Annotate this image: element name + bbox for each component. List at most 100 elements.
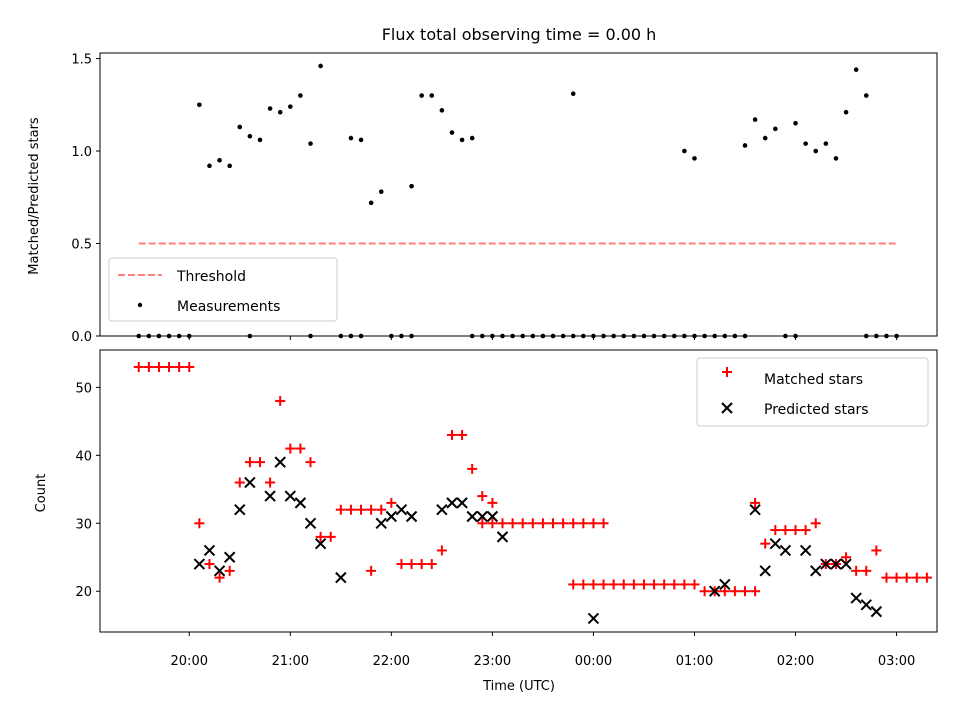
measurements-legend-label: Measurements: [177, 299, 280, 315]
measurement-point: [682, 148, 687, 154]
predicted-star-point: [284, 490, 297, 502]
measurement-point: [267, 106, 273, 111]
matched-star-point: [548, 518, 559, 529]
top-chart-title: Flux total observing time = 0.00 h: [382, 25, 657, 44]
matched-star-point: [729, 586, 740, 597]
matched-star-point: [669, 579, 680, 590]
matched-star-point: [416, 559, 427, 570]
matched-star-point: [568, 579, 579, 590]
matched-star-point: [224, 565, 235, 576]
matched-star-point: [325, 531, 336, 542]
matched-star-point: [275, 395, 286, 406]
matched-star-point: [143, 361, 154, 372]
measurement-point: [378, 189, 384, 195]
matched-star-point: [588, 579, 599, 590]
bottom-y-tick-label: 30: [75, 517, 92, 532]
predicted-star-point: [193, 558, 206, 570]
matched-star-point: [214, 572, 225, 583]
matched-star-point: [457, 429, 468, 440]
matched-star-point: [265, 477, 276, 488]
matched-star-point: [760, 538, 771, 549]
matched-star-point: [527, 518, 538, 529]
predicted-star-point: [810, 565, 822, 577]
matched-star-point: [881, 572, 892, 583]
matched-star-point: [841, 552, 852, 563]
x-tick-label: 22:00: [373, 654, 410, 669]
matched-star-point: [386, 497, 397, 508]
measurement-point: [853, 67, 859, 72]
measurement-point: [843, 109, 849, 115]
predicted-star-point: [799, 544, 812, 557]
measurement-point: [762, 135, 768, 141]
predicted-star-point: [304, 517, 317, 529]
measurement-point: [692, 156, 697, 161]
bottom-axes-frame: [99, 349, 938, 633]
predicted-star-point: [719, 578, 731, 591]
matched-star-point: [770, 525, 781, 536]
matched-star-point: [345, 504, 356, 515]
measurement-point: [348, 135, 354, 141]
measurement-point: [318, 63, 323, 69]
predicted-star-point: [375, 517, 387, 529]
matched-star-point: [790, 525, 801, 536]
predicted-star-point: [769, 537, 782, 550]
predicted-star-point: [294, 497, 307, 509]
matched-star-point: [750, 497, 761, 508]
matched-star-point: [295, 443, 306, 454]
predicted-star-point: [850, 592, 862, 604]
matched-star-point: [153, 361, 164, 372]
predicted-star-point: [395, 503, 408, 516]
matched-star-point: [356, 504, 367, 515]
measurement-point: [793, 120, 798, 126]
x-tick-label: 02:00: [777, 654, 814, 669]
predicted-star-point: [456, 497, 468, 509]
matched-star-point: [861, 565, 872, 576]
measurement-point: [833, 156, 839, 161]
top-panel: Flux total observing time = 0.00 h Match…: [27, 25, 938, 345]
matched-star-point: [477, 491, 488, 502]
matched-star-point: [558, 518, 569, 529]
matched-star-point: [497, 518, 508, 529]
predicted-star-point: [446, 497, 458, 509]
measurement-point: [752, 117, 758, 122]
measurement-point: [217, 157, 222, 163]
predicted-star-point: [274, 456, 286, 468]
matched-star-point: [133, 361, 144, 372]
bottom-y-tick-label: 50: [75, 381, 92, 396]
predicted-star-point: [234, 503, 246, 516]
matched-star-point: [740, 586, 751, 597]
matched-legend-label: Matched stars: [764, 372, 863, 388]
bottom-panel: Count Time (UTC) 20 30 40 50 20:00 21:00 22:00…: [34, 349, 938, 694]
measurement-point: [823, 141, 829, 146]
matched-star-point: [568, 518, 579, 529]
measurement-point: [207, 163, 212, 169]
measurement-point: [409, 183, 414, 189]
predicted-star-point: [213, 565, 226, 577]
x-tick-label: 20:00: [171, 654, 208, 669]
predicted-star-point: [405, 510, 418, 523]
top-axis-ticks: 0.0 0.5 1.0 1.5: [71, 53, 898, 345]
x-tick-label: 23:00: [474, 654, 511, 669]
matched-star-point: [487, 518, 498, 529]
matched-star-point: [598, 518, 609, 529]
matched-star-point: [659, 579, 670, 590]
predicted-star-point: [779, 544, 792, 557]
measurement-point: [742, 143, 748, 148]
measurement-point: [358, 137, 364, 143]
predicted-star-point: [496, 531, 509, 543]
top-y-tick-label: 0.0: [71, 330, 92, 345]
matched-star-point: [467, 463, 478, 474]
predicted-star-point: [476, 510, 488, 523]
bottom-y-tick-label: 40: [75, 449, 92, 464]
matched-star-point: [254, 457, 265, 468]
matched-star-point: [537, 518, 548, 529]
matched-star-point: [618, 579, 629, 590]
measurement-point: [298, 93, 303, 98]
matched-star-point: [426, 559, 437, 570]
x-tick-label: 01:00: [676, 654, 713, 669]
matched-star-point: [487, 497, 498, 508]
matched-star-point: [477, 518, 488, 529]
top-y-axis-label: Matched/Predicted stars: [27, 117, 42, 275]
matched-star-point: [507, 518, 518, 529]
x-tick-label: 21:00: [272, 654, 309, 669]
